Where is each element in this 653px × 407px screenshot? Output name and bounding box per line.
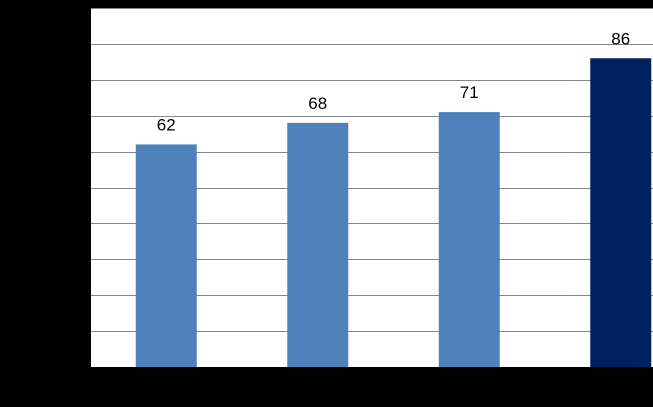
- data-label: 86: [611, 29, 630, 48]
- bar: [438, 112, 500, 367]
- bar: [590, 58, 652, 367]
- bar: [135, 144, 197, 367]
- data-label: 71: [460, 83, 479, 102]
- axes: [85, 8, 653, 373]
- data-label: 62: [157, 115, 176, 134]
- bar: [287, 122, 349, 367]
- data-labels: 62 68 71 86: [157, 29, 630, 134]
- data-label: 68: [308, 94, 327, 113]
- bars: [135, 58, 652, 367]
